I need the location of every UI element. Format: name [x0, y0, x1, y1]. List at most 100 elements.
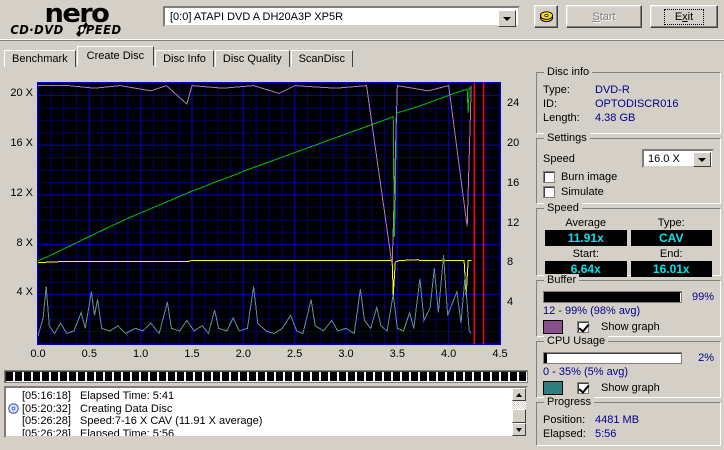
x-axis-tick-label: 3.5 [389, 348, 405, 360]
progress-segment [204, 372, 211, 381]
progress-segment [15, 372, 22, 381]
progress-segment [42, 372, 49, 381]
x-axis-tick-label: 0.5 [81, 348, 97, 360]
simulate-label: Simulate [561, 186, 604, 198]
buffer-color-swatch[interactable] [543, 320, 563, 334]
log-timestamp: [05:20:32] [22, 402, 71, 415]
overall-progress-bar [4, 370, 528, 383]
progress-segment [420, 372, 427, 381]
tab-disc-quality-label: Disc Quality [222, 53, 282, 65]
progress-segment [258, 372, 265, 381]
speed-start-value: 6.64x [545, 261, 627, 277]
progress-segment [438, 372, 445, 381]
log-line: [05:20:32] Creating Data Disc [6, 403, 526, 416]
log-line-spacer [8, 415, 22, 428]
start-button-label: Start [592, 10, 616, 23]
progress-segment [213, 372, 220, 381]
cpu-show-graph-label: Show graph [601, 382, 660, 394]
x-axis-labels: 0.0 0.5 1.0 1.5 2.0 2.5 3.0 3.5 4.0 4.5 [4, 348, 532, 364]
disc-info-group: Disc info Type: DVD-R ID: OPTODISCR016 L… [536, 66, 721, 134]
chevron-down-icon[interactable] [498, 10, 516, 27]
speed-end-cell: End: 16.01x [629, 248, 715, 279]
log-line-spacer [8, 428, 22, 437]
y2-axis-tick-label: 4 [507, 296, 514, 309]
progress-segment [69, 372, 76, 381]
x-axis-tick-label: 3.0 [338, 348, 354, 360]
tab-disc-quality[interactable]: Disc Quality [214, 50, 290, 67]
tab-bar: Benchmark Create Disc Disc Info Disc Qua… [4, 46, 354, 67]
log-scrollbar[interactable] [512, 388, 526, 436]
x-axis-tick-label: 0.0 [30, 348, 46, 360]
progress-group: Progress Position: 4481 MB Elapsed: 5:56 [536, 396, 721, 446]
speed-select[interactable]: 16.0 X [642, 149, 714, 168]
y-axis-tick-label: 20 X [10, 87, 33, 100]
scroll-up-button[interactable] [512, 388, 526, 401]
simulate-checkbox[interactable]: Simulate [543, 186, 714, 198]
burn-image-checkbox[interactable]: Burn image [543, 171, 714, 183]
cpu-range-text: 0 - 35% (5% avg) [543, 366, 628, 378]
cpu-legend-row: Show graph [543, 381, 714, 395]
scrollbar-track[interactable] [512, 401, 526, 409]
log-timestamp: [05:26:28] [22, 427, 71, 438]
progress-segment [33, 372, 40, 381]
progress-segment [78, 372, 85, 381]
y2-axis-tick-label: 16 [507, 176, 520, 189]
x-axis-tick-label: 1.0 [133, 348, 149, 360]
speed-graph-panel: 4 X 8 X 12 X 16 X 20 X 4 8 12 16 20 24 0.0 0.5 1.0 1… [4, 72, 532, 366]
log-timestamp: [05:16:18] [22, 390, 71, 402]
eject-button[interactable] [534, 5, 558, 28]
speed-select-value: 16.0 X [648, 152, 680, 165]
settings-group: Settings Speed 16.0 X Burn image Simulat… [536, 132, 721, 204]
y-axis-tick-label: 12 X [10, 186, 33, 199]
scroll-down-button[interactable] [512, 423, 526, 436]
logo-slash-icon [76, 22, 88, 37]
y2-axis-tick-label: 24 [507, 97, 520, 110]
tab-benchmark[interactable]: Benchmark [4, 50, 76, 67]
disc-length-label: Length: [543, 112, 580, 124]
progress-segment [339, 372, 346, 381]
progress-elapsed-label: Elapsed: [543, 428, 586, 440]
speed-average-label: Average [565, 217, 607, 229]
speed-results-group: Speed Average 11.91x Type: CAV Start: 6.… [536, 202, 721, 279]
app-logo: nero CD·DVD SPEED [8, 0, 158, 37]
start-button[interactable]: Start [566, 5, 642, 28]
progress-segment [24, 372, 31, 381]
log-timestamp: [05:26:28] [22, 415, 71, 427]
buffer-show-graph-label: Show graph [601, 321, 660, 333]
burn-image-label: Burn image [561, 171, 618, 183]
simulate-checkbox-box[interactable] [543, 186, 555, 198]
disc-type-row: Type: DVD-R [543, 83, 714, 97]
progress-segment [222, 372, 229, 381]
buffer-show-graph-checkbox[interactable] [577, 321, 589, 333]
log-message: Speed:7-16 X CAV (11.91 X average) [80, 415, 263, 427]
logo-nero-text: nero [44, 0, 109, 29]
speed-setting-label: Speed [543, 152, 575, 165]
progress-position-value: 4481 MB [595, 414, 640, 426]
burn-image-checkbox-box[interactable] [543, 171, 555, 183]
y-axis-left-labels: 4 X 8 X 12 X 16 X 20 X [4, 72, 35, 355]
y-axis-right-labels: 4 8 12 16 20 24 [504, 72, 534, 355]
progress-segment [312, 372, 319, 381]
tab-disc-info[interactable]: Disc Info [155, 50, 214, 67]
drive-selector[interactable]: [0:0] ATAPI DVD A DH20A3P XP5R [163, 6, 520, 27]
progress-segment [177, 372, 184, 381]
speed-type-label: Type: [657, 217, 685, 229]
progress-segment [141, 372, 148, 381]
cpu-show-graph-checkbox[interactable] [577, 382, 589, 394]
tab-create-disc-label: Create Disc [86, 50, 145, 62]
logo-sub-left: CD·DVD [10, 23, 64, 37]
speed-results-bottom-row: Start: 6.64x End: 16.01x [543, 248, 714, 279]
log-line: [05:26:28] Elapsed Time: 5:56 [6, 427, 526, 438]
cpu-usage-title: CPU Usage [544, 335, 609, 347]
progress-position-label: Position: [543, 414, 586, 426]
scrollbar-thumb[interactable] [512, 409, 526, 423]
tab-create-disc[interactable]: Create Disc [76, 46, 155, 66]
progress-segment [384, 372, 391, 381]
cd-icon [8, 402, 22, 416]
x-axis-tick-label: 4.5 [492, 348, 508, 360]
tab-scandisc[interactable]: ScanDisc [290, 50, 354, 67]
log-panel[interactable]: [05:16:18] Elapsed Time: 5:41 [05:20:32] Cr… [4, 386, 528, 438]
chevron-down-icon[interactable] [693, 152, 711, 167]
cpu-color-swatch[interactable] [543, 381, 563, 395]
exit-button[interactable]: Exit [650, 5, 718, 28]
